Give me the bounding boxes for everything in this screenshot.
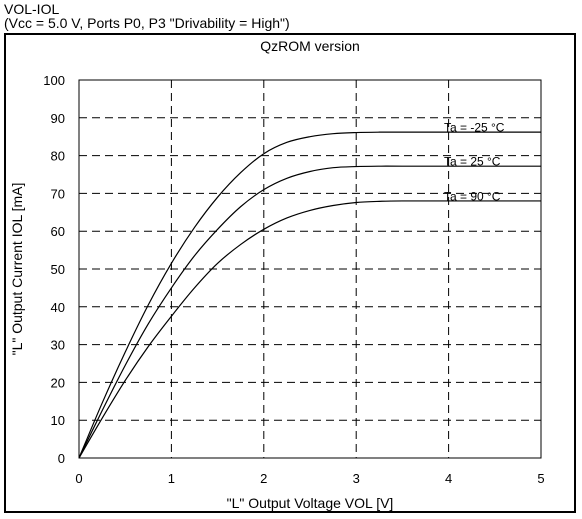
y-tick-label: 30 <box>51 338 65 353</box>
series-line <box>78 165 541 459</box>
x-tick-label: 3 <box>353 471 360 486</box>
y-tick-label: 100 <box>43 73 65 88</box>
series-line <box>78 200 541 459</box>
y-tick-label: 80 <box>51 149 65 164</box>
chart-frame <box>4 33 576 513</box>
series-label: Ta = 90 °C <box>444 189 501 203</box>
y-tick-label: 50 <box>51 262 65 277</box>
series-labels: Ta = -25 °C Ta = 25 °C Ta = 90 °C <box>444 121 505 204</box>
x-tick-label: 0 <box>75 471 82 486</box>
y-axis-label: "L" Output Current IOL [mA] <box>9 183 25 356</box>
grid-lines <box>79 80 541 458</box>
y-tick-label: 20 <box>51 375 65 390</box>
tick-labels: 0 10 20 30 40 50 60 70 80 90 100 0 1 2 3 4 5 <box>43 73 544 486</box>
x-tick-label: 1 <box>168 471 175 486</box>
y-tick-label: 40 <box>51 300 65 315</box>
y-tick-label: 70 <box>51 186 65 201</box>
y-tick-label: 90 <box>51 111 65 126</box>
series-label: Ta = 25 °C <box>444 155 501 169</box>
chart-conditions-subtitle: (Vcc = 5.0 V, Ports P0, P3 "Drivability … <box>4 15 290 31</box>
x-tick-label: 4 <box>445 471 452 486</box>
series-lines <box>78 131 541 459</box>
series-label: Ta = -25 °C <box>444 121 505 135</box>
x-tick-label: 2 <box>260 471 267 486</box>
y-tick-label: 60 <box>51 224 65 239</box>
y-tick-label: 10 <box>51 413 65 428</box>
chart-title: QzROM version <box>260 38 360 54</box>
series-line <box>78 131 541 459</box>
y-tick-label: 0 <box>58 451 65 466</box>
chart-main-title: VOL-IOL <box>4 1 60 17</box>
x-tick-label: 5 <box>537 471 544 486</box>
x-axis-label: "L" Output Voltage VOL [V] <box>227 495 394 511</box>
